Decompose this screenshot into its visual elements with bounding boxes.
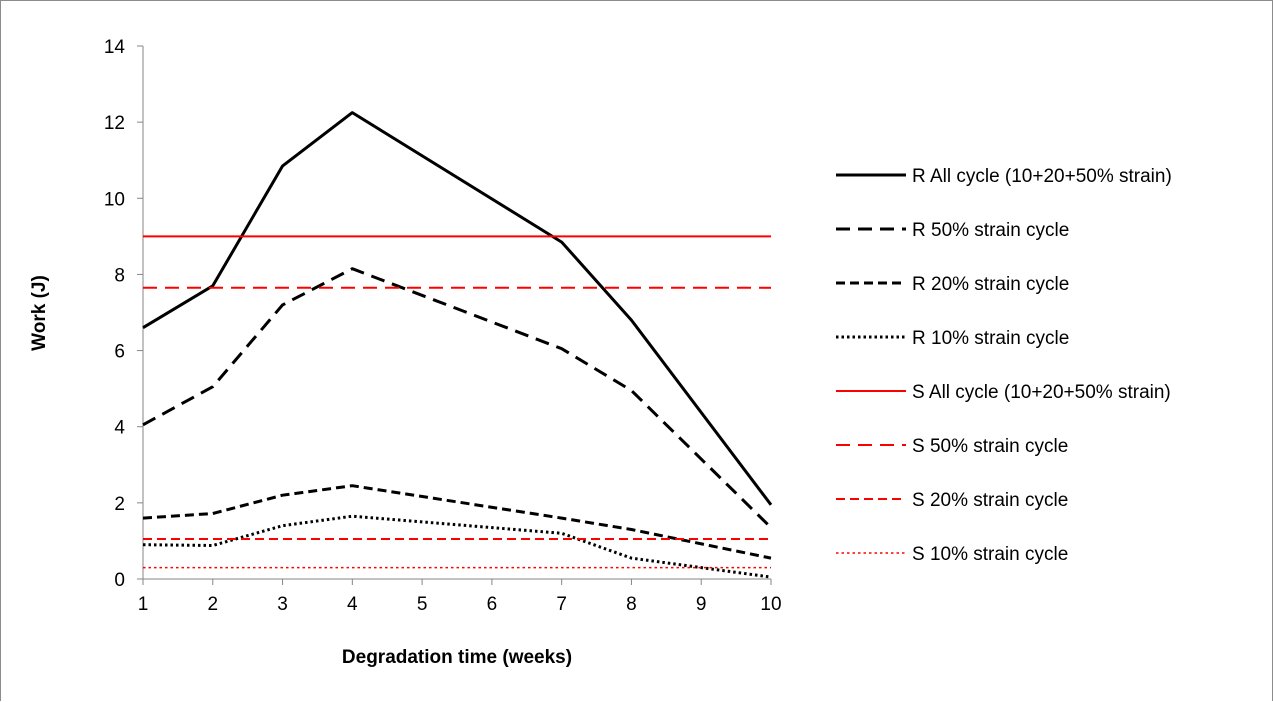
legend: R All cycle (10+20+50% strain) R 50% stra…	[836, 166, 1172, 565]
legend-label: R 20% strain cycle	[912, 274, 1069, 295]
legend-label: R All cycle (10+20+50% strain)	[912, 166, 1172, 187]
y-tick-label: 0	[114, 570, 125, 591]
x-tick-label: 7	[556, 594, 567, 615]
y-tick-label: 6	[114, 342, 125, 363]
x-tick-label: 4	[347, 594, 358, 615]
x-tick-label: 5	[417, 594, 428, 615]
x-tick-label: 9	[696, 594, 707, 615]
series-layer	[142, 111, 773, 579]
series-line-3	[142, 484, 772, 560]
series-line-1	[142, 111, 773, 506]
y-axis-title: Work (J)	[29, 275, 50, 351]
y-tick-label: 14	[104, 37, 126, 58]
x-tick-label: 3	[277, 594, 288, 615]
legend-label: S 50% strain cycle	[912, 436, 1068, 457]
legend-label: S 20% strain cycle	[912, 490, 1068, 511]
x-axis-title: Degradation time (weeks)	[342, 647, 572, 668]
y-tick-label: 10	[104, 189, 125, 210]
y-tick-label: 2	[114, 494, 125, 515]
legend-label: R 50% strain cycle	[912, 220, 1069, 241]
y-tick-label: 12	[104, 113, 125, 134]
y-tick-label: 4	[114, 418, 125, 439]
x-tick-label: 1	[138, 594, 149, 615]
series-line-2	[142, 267, 773, 529]
legend-label: R 10% strain cycle	[912, 328, 1069, 349]
x-tick-label: 8	[626, 594, 637, 615]
x-tick-label: 2	[207, 594, 218, 615]
y-tick-label: 8	[114, 265, 125, 286]
x-tick-label: 6	[487, 594, 498, 615]
x-tick-label: 10	[760, 594, 781, 615]
legend-label: S All cycle (10+20+50% strain)	[912, 382, 1171, 403]
legend-label: S 10% strain cycle	[912, 544, 1068, 565]
